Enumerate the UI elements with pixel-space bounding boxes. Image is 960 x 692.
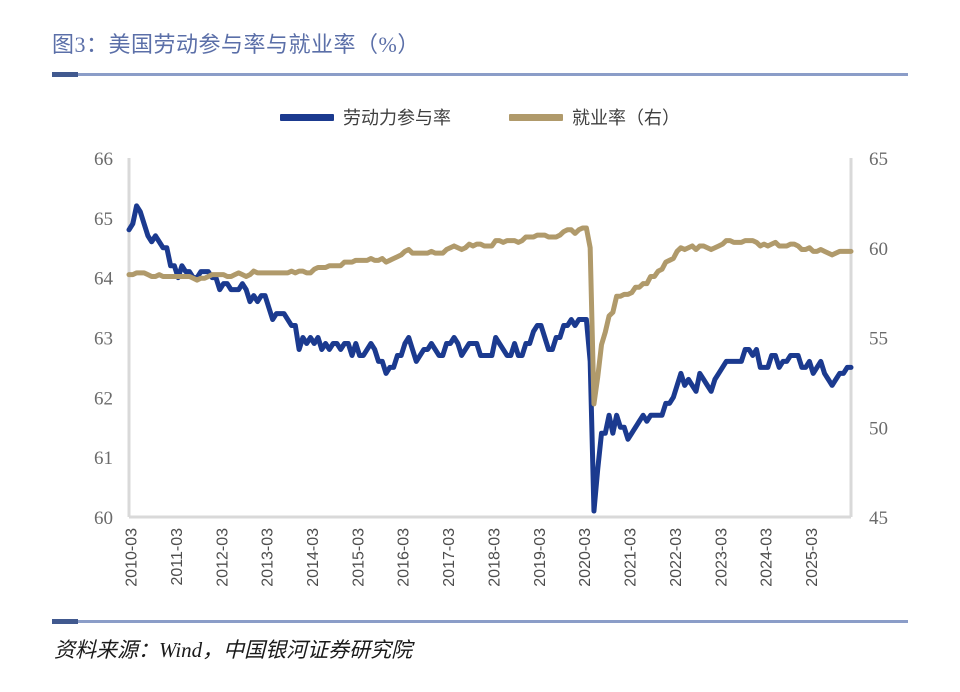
x-tick-2: 2012-03 [214,528,231,587]
series-line-participation [126,203,854,514]
y-right-tick-3: 60 [869,239,888,260]
source-note: 资料来源：Wind，中国银河证券研究院 [54,638,413,662]
x-tick-7: 2017-03 [441,528,458,587]
y-axis-right-ticks: 45 50 55 60 65 [869,149,888,529]
legend-item-employment: 就业率（右） [509,104,680,130]
x-tick-9: 2019-03 [532,528,549,587]
x-tick-5: 2015-03 [350,528,367,587]
axes-group [127,158,853,519]
legend-swatch-employment [509,113,563,121]
y-left-tick-5: 65 [94,209,113,230]
x-axis-ticks: 2010-03 2011-03 2012-03 2013-03 2014-03 2015-… [124,528,821,587]
y-right-tick-2: 55 [869,329,888,350]
x-tick-1: 2011-03 [169,528,186,586]
x-tick-6: 2016-03 [396,528,413,587]
x-tick-4: 2014-03 [305,528,322,587]
page-title: 图3：美国劳动参与率与就业率（%） [52,32,420,57]
x-tick-13: 2023-03 [713,528,730,587]
series-line-employment [126,225,854,407]
source-divider [52,620,908,623]
legend-swatch-participation [280,113,334,121]
y-left-tick-0: 60 [94,508,113,529]
x-tick-8: 2018-03 [486,528,503,587]
y-right-tick-1: 50 [869,418,888,439]
legend-item-participation: 劳动力参与率 [280,104,451,130]
y-left-tick-1: 61 [94,448,113,469]
title-divider-cap [52,72,78,77]
x-tick-12: 2022-03 [668,528,685,587]
y-right-tick-0: 45 [869,508,888,529]
y-left-tick-4: 64 [94,269,114,290]
title-divider [52,73,908,76]
x-tick-10: 2020-03 [577,528,594,587]
chart-legend: 劳动力参与率 就业率（右） [0,104,960,130]
y-right-tick-4: 65 [869,149,888,170]
x-tick-0: 2010-03 [124,528,141,587]
legend-label-participation: 劳动力参与率 [343,108,451,128]
y-left-tick-3: 63 [94,329,113,350]
x-tick-11: 2021-03 [623,528,640,587]
x-tick-15: 2025-03 [804,528,821,587]
source-divider-cap [52,619,78,624]
series-group [126,203,854,514]
x-tick-14: 2024-03 [759,528,776,587]
y-left-tick-2: 62 [94,388,113,409]
y-left-tick-6: 66 [94,149,113,170]
y-axis-left-ticks: 60 61 62 63 64 65 66 [94,149,114,529]
x-tick-3: 2013-03 [260,528,277,587]
legend-label-employment: 就业率（右） [572,108,680,128]
